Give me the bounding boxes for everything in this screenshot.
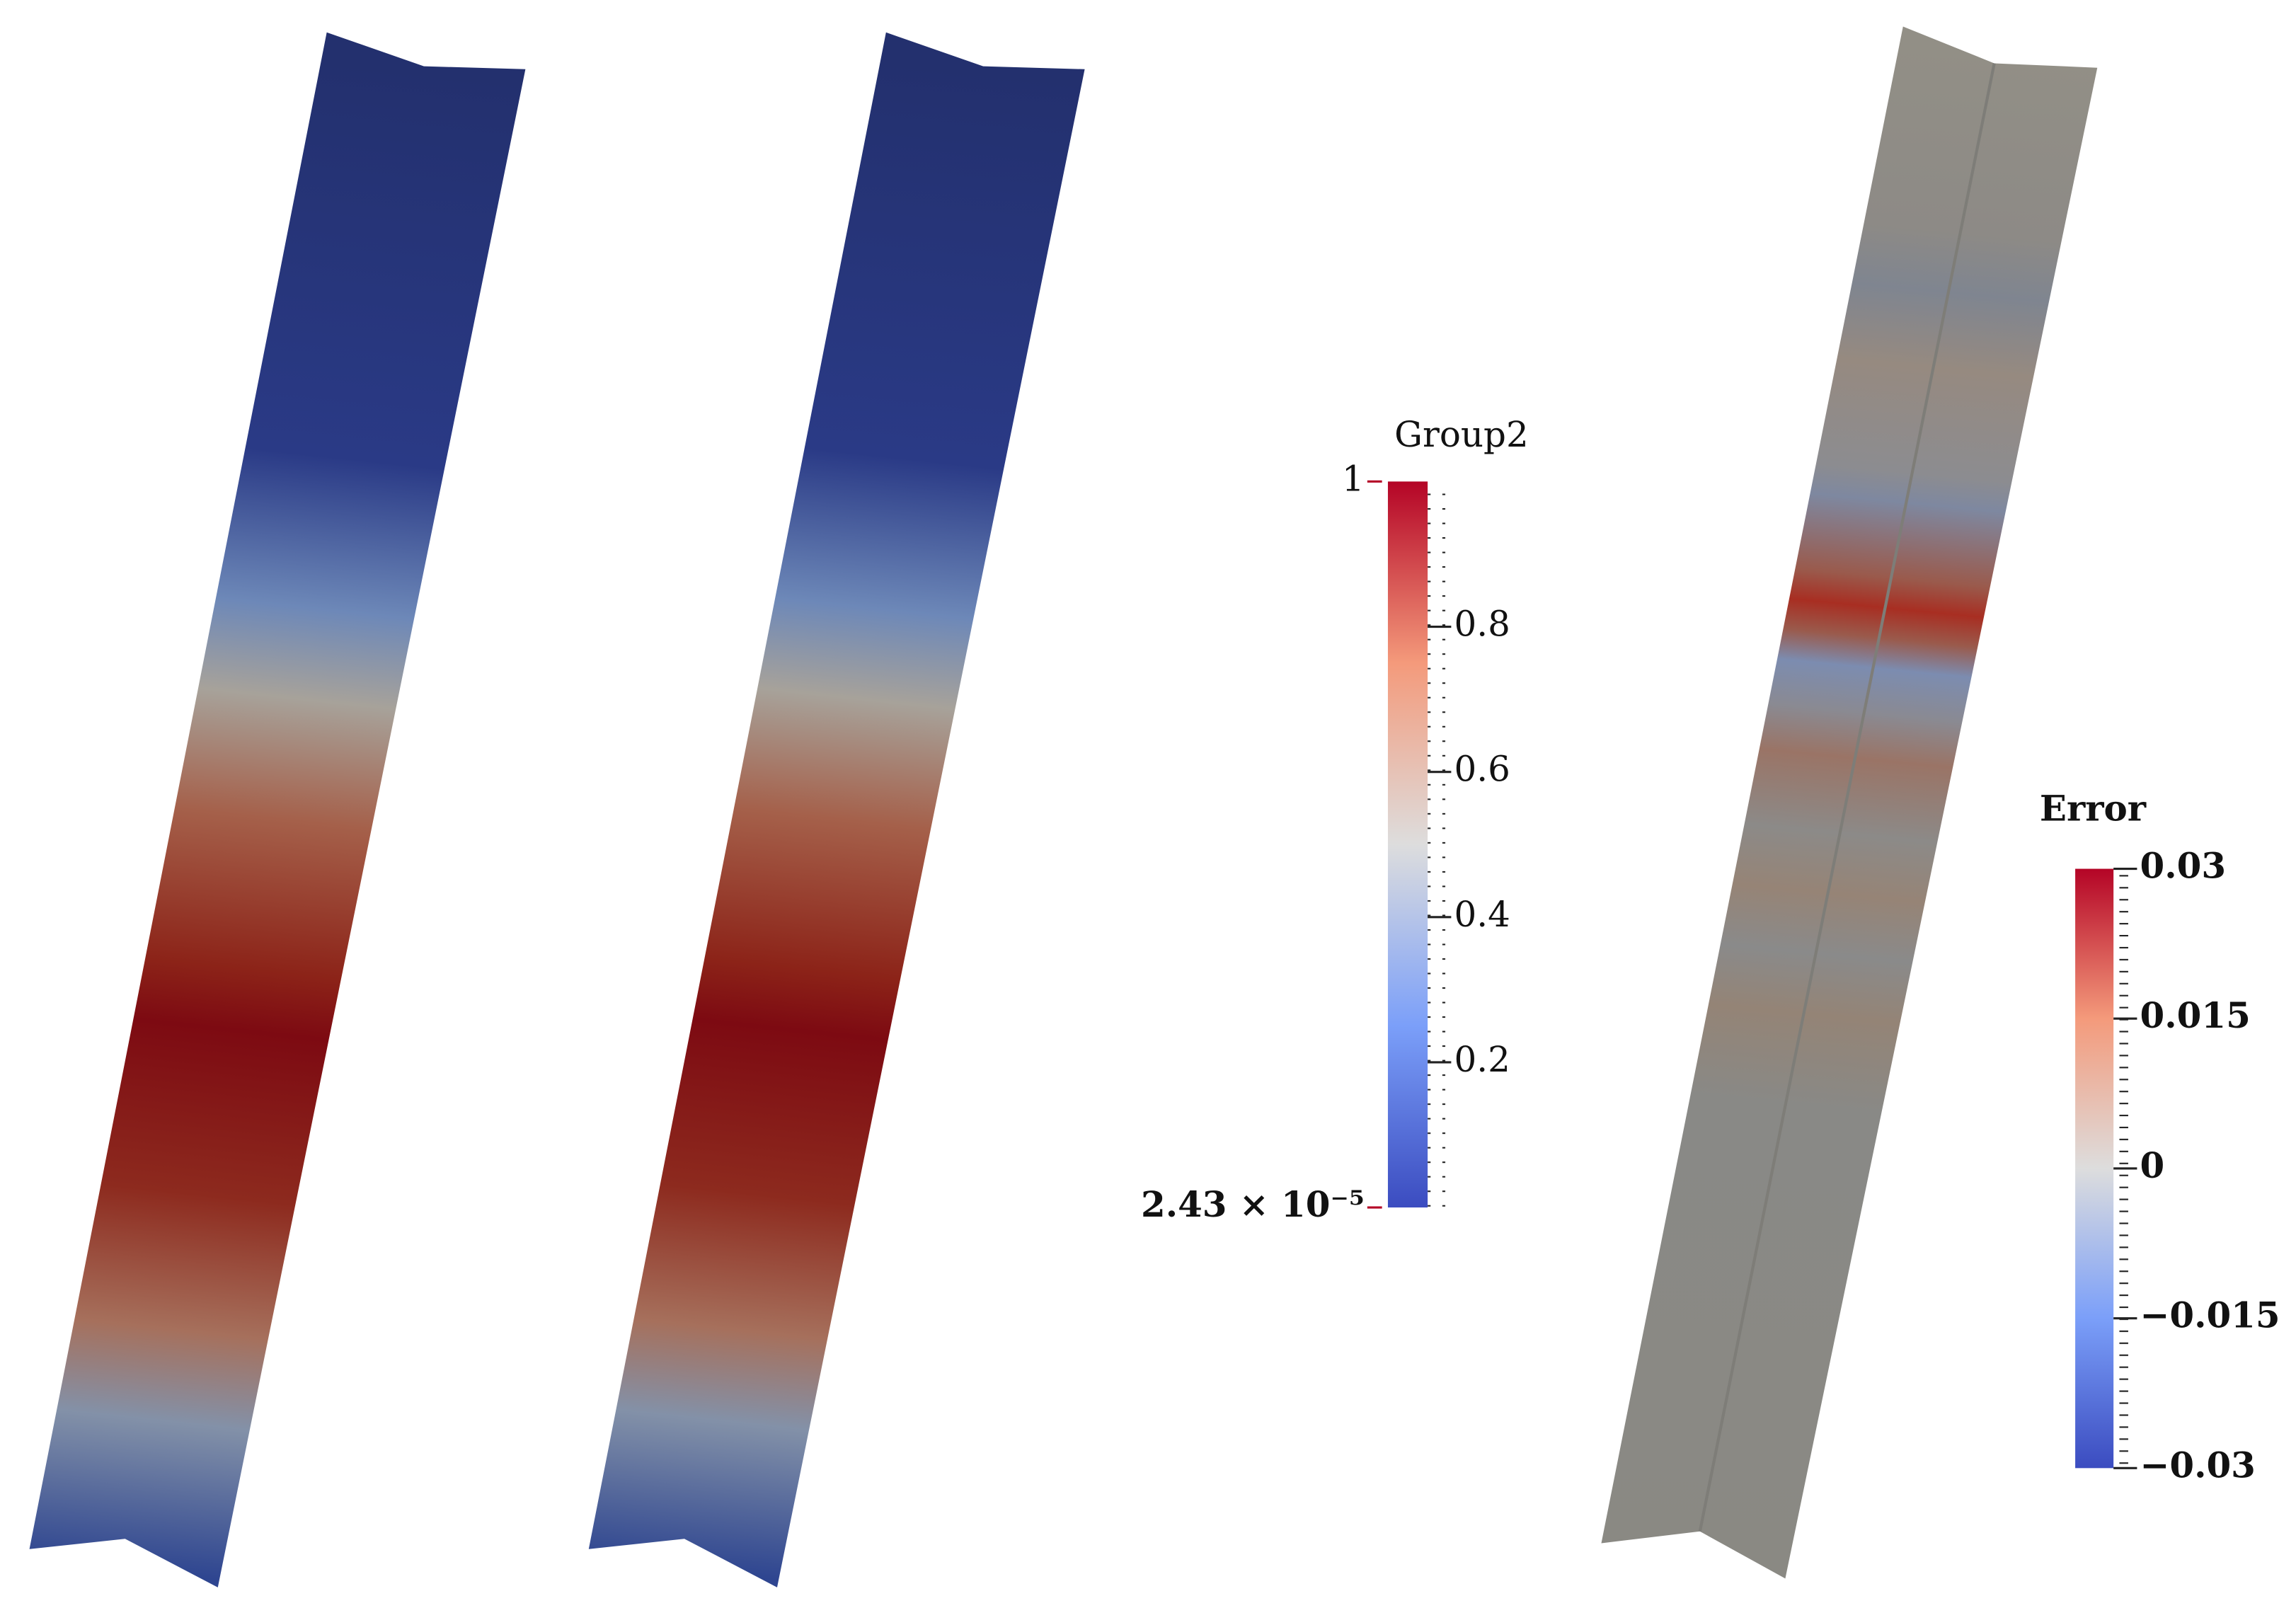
beam-solution (29, 32, 526, 1587)
tick-label: 0.03 (2140, 845, 2227, 887)
beam-error (1601, 26, 2098, 1579)
tick-label: 0.8 (1454, 603, 1510, 644)
colorbar-title: Group2 (1394, 414, 1529, 455)
beam-reference (588, 32, 1085, 1587)
tick-label: 0.6 (1454, 749, 1510, 790)
colorbar-ramp (1387, 481, 1428, 1208)
tick-label: 0 (2140, 1144, 2165, 1186)
tick-label: 0.015 (2140, 994, 2251, 1036)
tick-label: −0.03 (2140, 1444, 2256, 1486)
colorbar: Group2 (1387, 414, 1529, 1208)
colorbar-title: Error (2040, 787, 2147, 829)
colorbar-ramp (2075, 868, 2114, 1469)
tick-label: 2.43 × 10⁻⁵ (1141, 1183, 1365, 1225)
beam-edge (1698, 63, 1996, 1532)
tick-label: 0.4 (1454, 894, 1510, 935)
tick-label: 1 (1342, 458, 1365, 499)
colorbar-minor-ticks (1428, 481, 1446, 1208)
tick-label: 0.2 (1454, 1039, 1510, 1080)
tick-label: −0.015 (2140, 1294, 2280, 1336)
colorbar: Error (2040, 787, 2147, 1469)
